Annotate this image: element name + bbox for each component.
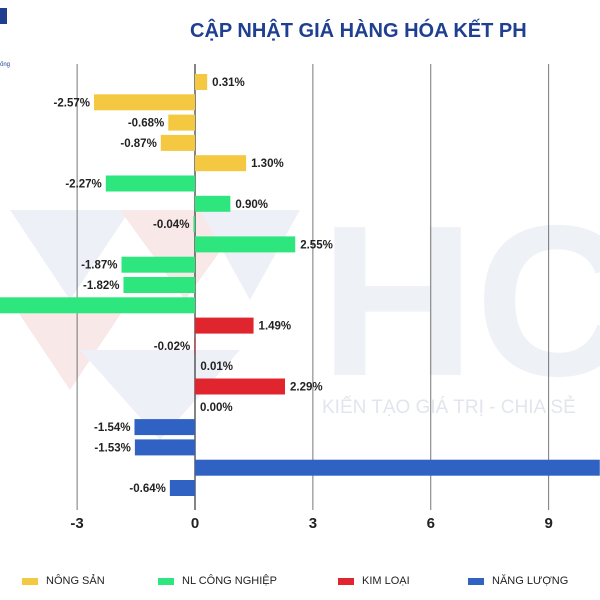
legend-item-nl-cong-nghiep: NL CÔNG NGHIỆP [158,575,277,587]
data-label: -1.87% [81,260,117,272]
watermark-letters: HC [320,180,600,421]
chart-title: CẬP NHẬT GIÁ HÀNG HÓA KẾT PH [190,20,527,42]
data-label: 1.49% [259,321,292,333]
bar [195,317,254,334]
bar [195,459,600,476]
data-label: -1.54% [94,422,130,434]
bar [0,297,196,314]
legend-label: NL CÔNG NGHIỆP [182,575,277,587]
legend-label: KIM LOẠI [362,575,410,587]
x-tick-label: -3 [70,515,83,532]
x-tick-label: 0 [191,515,199,532]
data-label: 1.30% [251,158,284,170]
legend-swatch [338,577,354,585]
data-label: -1.82% [83,280,119,292]
data-label: -0.68% [128,118,164,130]
bar [195,195,231,212]
data-label: 0.01% [200,361,233,373]
bar [193,216,195,233]
legend-label: NĂNG LƯỢNG [492,575,569,587]
data-label: -0.87% [120,138,156,150]
bar [194,337,195,354]
legend-swatch [22,577,38,585]
bar [134,419,195,436]
bar [195,155,247,172]
logo: ống [0,8,10,68]
legend: NÔNG SẢN NL CÔNG NGHIỆP KIM LOẠI NĂNG LƯ… [0,575,600,595]
x-tick-label: 6 [427,515,435,532]
x-axis-ticks: -3 0 3 6 9 [70,515,552,532]
legend-item-nang-luong: NĂNG LƯỢNG [468,575,568,587]
bar [123,277,195,293]
x-tick-label: 3 [309,515,317,532]
legend-swatch [158,577,174,585]
legend-swatch [468,577,484,585]
data-label: 2.29% [290,382,323,394]
logo-text: ống [0,62,10,68]
data-label: -0.02% [154,341,190,353]
data-label: -0.64% [129,483,165,495]
bars [0,74,600,496]
watermark-triangle-right [200,210,300,300]
watermark: HC KIẾN TẠO GIÁ TRỊ - CHIA SẺ [10,180,600,440]
bar [134,439,195,456]
legend-item-kim-loai: KIM LOẠI [338,575,410,587]
data-label: -1.53% [94,442,130,454]
bar [195,74,208,90]
data-label: -2.27% [65,179,101,191]
data-label: -2.57% [54,97,90,109]
data-label: 0.90% [235,199,268,211]
data-label: 0.31% [212,77,245,89]
bar [121,256,195,273]
legend-label: NÔNG SẢN [46,575,105,587]
data-label: -0.04% [153,219,189,231]
watermark-triangle-left [10,210,130,300]
bar-chart: HC KIẾN TẠO GIÁ TRỊ - CHIA SẺ 0.31% -2.57… [0,64,600,532]
bar [160,134,195,151]
bar [105,175,195,192]
legend-item-nong-san: NÔNG SẢN [22,575,105,587]
bar [195,378,285,395]
watermark-triangle-low-left [10,300,130,390]
bar [169,480,195,496]
watermark-triangle-low-mid [80,350,240,440]
bar [195,236,296,253]
data-label: 2.55% [300,239,333,251]
data-label: 0.00% [200,402,233,414]
bar [93,94,195,111]
bar [168,114,195,131]
x-tick-label: 9 [545,515,553,532]
watermark-slogan: KIẾN TẠO GIÁ TRỊ - CHIA SẺ [322,396,576,418]
data-labels: 0.31% -2.57% -0.68% -0.87% 1.30% -2.27% 0.90% -… [54,77,333,495]
